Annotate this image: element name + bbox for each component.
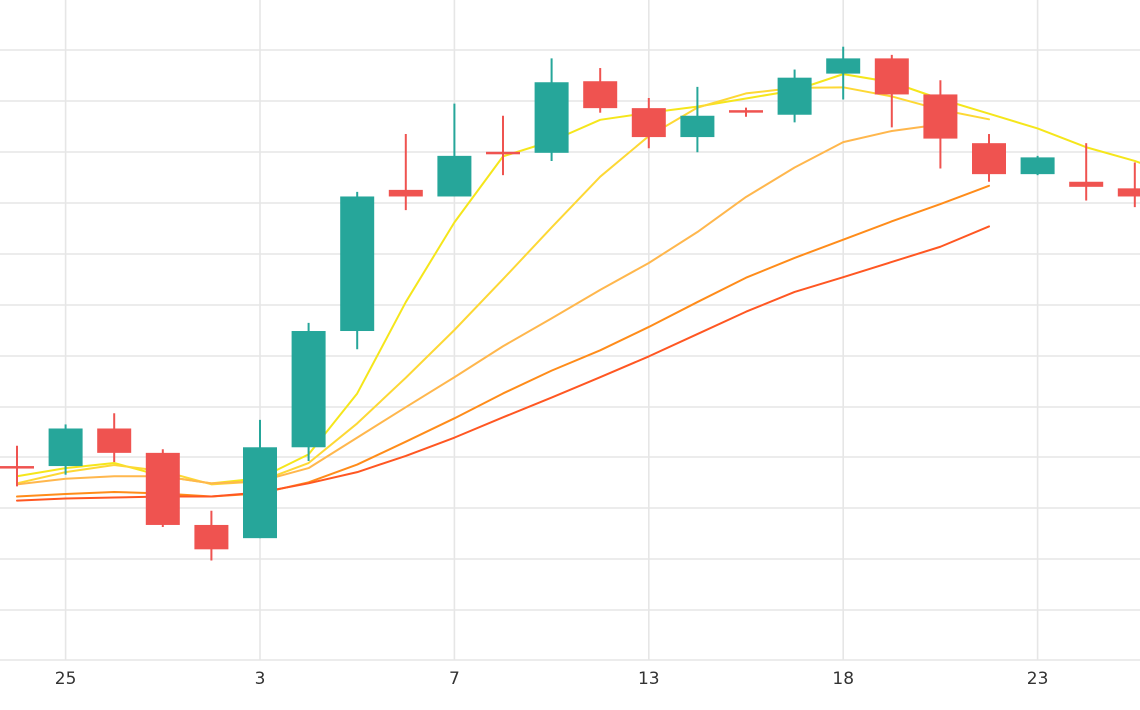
candle-body — [534, 82, 569, 153]
candle — [0, 445, 34, 487]
candle — [777, 69, 812, 123]
candle — [145, 449, 180, 527]
candle — [388, 134, 423, 211]
candle-body — [194, 524, 229, 550]
candle-body — [486, 151, 520, 155]
candle-body — [583, 81, 618, 109]
x-tick-label: 7 — [449, 669, 460, 689]
x-tick-label: 3 — [255, 669, 266, 689]
x-tick-label: 13 — [638, 669, 660, 689]
candle-body — [437, 155, 472, 197]
candle — [340, 191, 375, 350]
candle — [1020, 155, 1055, 176]
candle-body — [145, 452, 180, 525]
candle — [97, 413, 132, 462]
candle — [583, 68, 618, 113]
candles-layer — [0, 46, 1140, 561]
candle-body — [1117, 188, 1140, 197]
candle — [874, 54, 909, 128]
candle — [1117, 162, 1140, 208]
candle-body — [340, 196, 375, 332]
candle-body — [1069, 181, 1104, 187]
x-tick-label: 18 — [832, 669, 854, 689]
candle-body — [923, 94, 958, 139]
x-axis: 25 3 7 13 18 23 — [55, 669, 1049, 689]
candle — [972, 134, 1006, 182]
candle-body — [1020, 157, 1055, 175]
candle — [1069, 143, 1104, 201]
candle — [243, 419, 277, 539]
candle-body — [826, 58, 861, 74]
candle-body — [243, 447, 277, 539]
candle-body — [631, 108, 666, 138]
candle-body — [48, 428, 83, 467]
candle-body — [291, 331, 326, 448]
x-tick-label: 25 — [55, 669, 77, 689]
candle-body — [680, 115, 715, 138]
moving-average-line-1 — [16, 73, 1140, 485]
candle-body — [874, 58, 909, 95]
candle-body — [729, 110, 763, 113]
moving-average-lines — [16, 73, 1140, 502]
candle — [534, 58, 569, 161]
candle — [48, 424, 83, 475]
grid-layer — [0, 0, 1140, 661]
candle — [486, 115, 520, 176]
candle — [631, 97, 666, 149]
candle-body — [388, 189, 423, 197]
candle-body — [97, 428, 132, 453]
candle — [194, 510, 229, 561]
candle-body — [972, 143, 1006, 175]
candle — [826, 46, 861, 100]
candle-body — [777, 77, 812, 115]
candle — [680, 86, 715, 153]
candle-body — [0, 466, 34, 469]
candle — [291, 322, 326, 461]
candle — [437, 103, 472, 197]
candle — [729, 107, 763, 117]
x-tick-label: 23 — [1027, 669, 1049, 689]
candle — [923, 80, 958, 169]
